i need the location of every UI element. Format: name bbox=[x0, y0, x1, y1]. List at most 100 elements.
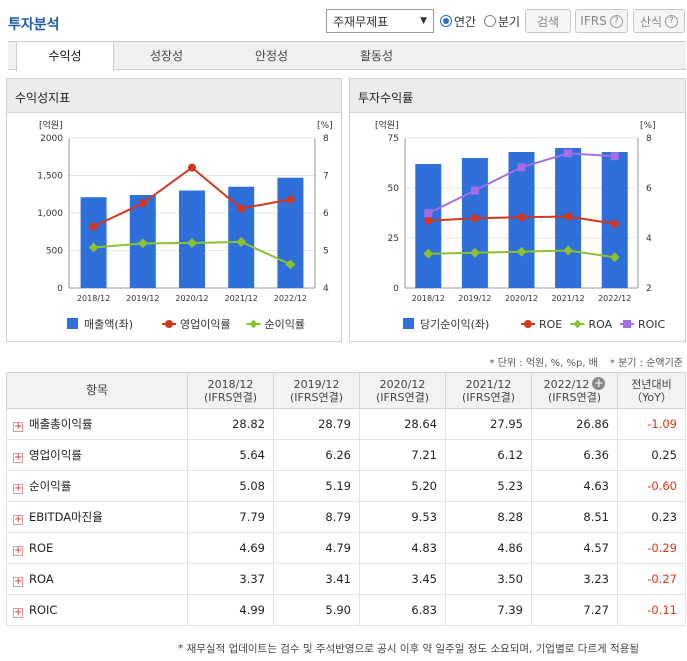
legend-label: 영업이익률 bbox=[180, 318, 231, 331]
legend-marker bbox=[573, 319, 582, 329]
table-row: + EBITDA마진율 7.79 8.79 9.53 8.28 8.51 0.23 bbox=[6, 501, 686, 533]
x-tick: 2020/12 bbox=[175, 294, 208, 303]
table-cell: 6.26 bbox=[273, 439, 360, 471]
radio-annual[interactable]: 연간 bbox=[440, 9, 476, 33]
chart-svg: [억원] [%] 0 500 1,000 1,500 2000 4 5 6 7 8 2018/12 201… bbox=[37, 119, 332, 331]
y-left-unit: [억원] bbox=[375, 119, 399, 131]
table-cell: 8.28 bbox=[445, 501, 532, 533]
y-left-tick: 50 bbox=[388, 184, 400, 194]
statement-select[interactable]: 주재무제표 ▼ bbox=[326, 9, 434, 33]
yoy-cell: 0.25 bbox=[617, 439, 686, 471]
legend-marker bbox=[524, 320, 532, 328]
data-point bbox=[610, 219, 619, 228]
legend-label: ROE bbox=[539, 318, 562, 331]
ratio-table: 항목 2018/12 (IFRS연결) 2019/12 (IFRS연결) 2020/… bbox=[6, 372, 686, 626]
y-left-tick: 2000 bbox=[40, 134, 63, 144]
y-left-tick: 500 bbox=[46, 247, 63, 257]
formula-help-button[interactable]: 산식 ? bbox=[633, 9, 685, 33]
y-left-tick: 0 bbox=[57, 284, 63, 294]
legend-marker bbox=[623, 320, 631, 328]
legend-swatch bbox=[67, 318, 78, 329]
y-left-tick: 1,500 bbox=[37, 172, 63, 182]
table-cell: 4.83 bbox=[359, 532, 446, 564]
analysis-tabs: 수익성 성장성 안정성 활동성 bbox=[8, 41, 686, 71]
table-cell: 4.99 bbox=[187, 594, 274, 626]
expand-icon[interactable]: + bbox=[13, 544, 23, 556]
x-tick: 2020/12 bbox=[505, 294, 538, 303]
table-cell: 28.82 bbox=[187, 408, 274, 440]
header-col: 2022/12 + (IFRS연결) bbox=[531, 372, 618, 409]
table-cell: 4.69 bbox=[187, 532, 274, 564]
table-cell: 7.39 bbox=[445, 594, 532, 626]
data-point bbox=[516, 246, 527, 257]
table-cell: 3.45 bbox=[359, 563, 446, 595]
table-cell: 28.64 bbox=[359, 408, 446, 440]
row-label[interactable]: + ROA bbox=[6, 563, 188, 595]
expand-icon[interactable]: + bbox=[13, 514, 23, 525]
table-cell: 7.21 bbox=[359, 439, 446, 471]
bar bbox=[461, 158, 488, 288]
table-cell: 4.79 bbox=[273, 532, 360, 564]
page-title: 투자분석 bbox=[8, 17, 60, 33]
profitability-chart-panel: 수익성지표 [억원] [%] 0 500 1,000 1,500 2000 4 5 6 7 8 2018… bbox=[6, 78, 342, 342]
legend-marker bbox=[249, 319, 258, 329]
expand-icon[interactable]: + bbox=[13, 421, 23, 432]
data-point bbox=[609, 252, 620, 263]
x-tick: 2019/12 bbox=[458, 294, 491, 303]
data-point bbox=[517, 213, 526, 222]
search-button-label: 검색 bbox=[536, 14, 560, 29]
search-button[interactable]: 검색 bbox=[525, 9, 571, 33]
tab-activity[interactable]: 활동성 bbox=[359, 49, 394, 63]
data-point bbox=[89, 222, 98, 231]
y-right-tick: 8 bbox=[323, 134, 329, 144]
row-label[interactable]: + ROE bbox=[6, 532, 188, 564]
ifrs-help-button[interactable]: IFRS ? bbox=[575, 9, 628, 33]
yoy-cell: 0.23 bbox=[617, 501, 686, 533]
x-tick: 2022/12 bbox=[598, 294, 631, 303]
yoy-cell: -0.29 bbox=[617, 532, 686, 564]
data-point bbox=[517, 163, 526, 172]
add-column-icon[interactable]: + bbox=[592, 376, 606, 390]
table-cell: 28.79 bbox=[273, 408, 360, 440]
data-point bbox=[424, 209, 433, 218]
radio-quarter[interactable]: 분기 bbox=[484, 9, 520, 33]
row-label[interactable]: + 영업이익률 bbox=[6, 439, 188, 471]
table-cell: 8.51 bbox=[531, 501, 618, 533]
table-cell: 7.27 bbox=[531, 594, 618, 626]
table-row: + ROE 4.69 4.79 4.83 4.86 4.57 -0.29 bbox=[6, 532, 686, 564]
y-right-tick: 6 bbox=[646, 184, 652, 194]
x-tick: 2021/12 bbox=[225, 294, 258, 303]
legend-label: 순이익률 bbox=[265, 318, 305, 331]
data-point bbox=[187, 238, 197, 248]
expand-icon[interactable]: + bbox=[13, 483, 23, 494]
table-row: + ROIC 4.99 5.90 6.83 7.39 7.27 -0.11 bbox=[6, 594, 686, 626]
row-label[interactable]: + ROIC bbox=[6, 594, 188, 626]
row-label[interactable]: + 매출총이익률 bbox=[6, 408, 188, 440]
yoy-cell: -1.09 bbox=[617, 408, 686, 440]
expand-icon[interactable]: + bbox=[13, 606, 23, 618]
question-icon: ? bbox=[609, 14, 623, 28]
expand-icon[interactable]: + bbox=[13, 452, 23, 463]
tab-growth[interactable]: 성장성 bbox=[149, 49, 184, 63]
tab-profitability[interactable]: 수익성 bbox=[16, 42, 114, 71]
y-left-tick: 1,000 bbox=[37, 209, 63, 219]
row-label[interactable]: + 순이익률 bbox=[6, 470, 188, 502]
header-col: 2019/12 (IFRS연결) bbox=[273, 372, 360, 409]
tab-stability[interactable]: 안정성 bbox=[254, 49, 289, 63]
y-right-tick: 7 bbox=[323, 172, 329, 182]
x-tick: 2021/12 bbox=[551, 294, 584, 303]
ifrs-button-label: IFRS bbox=[580, 14, 607, 28]
y-right-tick: 6 bbox=[323, 209, 329, 219]
yoy-cell: -0.27 bbox=[617, 563, 686, 595]
table-cell: 7.79 bbox=[187, 501, 274, 533]
question-icon: ? bbox=[665, 14, 679, 28]
table-cell: 6.83 bbox=[359, 594, 446, 626]
legend-swatch bbox=[403, 318, 414, 329]
row-label[interactable]: + EBITDA마진율 bbox=[6, 501, 188, 533]
table-cell: 6.36 bbox=[531, 439, 618, 471]
expand-icon[interactable]: + bbox=[13, 575, 23, 587]
table-cell: 5.64 bbox=[187, 439, 274, 471]
radio-quarter-label: 분기 bbox=[498, 14, 521, 29]
bar bbox=[415, 164, 442, 288]
legend-label: ROA bbox=[589, 318, 613, 331]
